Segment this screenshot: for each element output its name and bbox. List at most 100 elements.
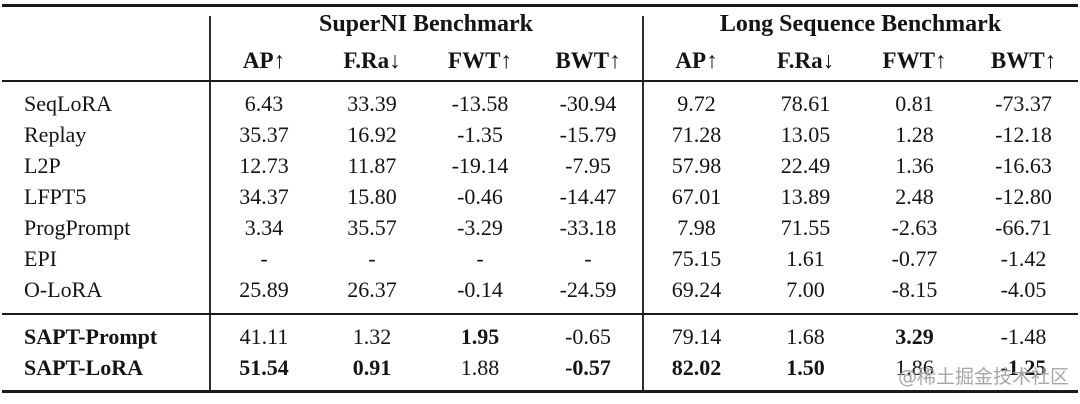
- method-name: ProgPrompt: [24, 214, 131, 240]
- table-row: L2P 12.73 11.87 -19.14 -7.95 57.98 22.49…: [0, 150, 1080, 181]
- table-row: O-LoRA 25.89 26.37 -0.14 -24.59 69.24 7.…: [0, 274, 1080, 305]
- metric-value: 71.28: [671, 121, 722, 147]
- vertical-divider: [642, 82, 644, 313]
- metric-value: 1.61: [786, 245, 825, 271]
- metric-value: -16.63: [995, 152, 1052, 178]
- column-header-fra: F.Ra↓: [343, 47, 401, 73]
- table-row: SAPT-Prompt 41.11 1.32 1.95 -0.65 79.14 …: [0, 321, 1080, 352]
- metric-value: 67.01: [671, 183, 722, 209]
- method-name: SeqLoRA: [24, 90, 112, 116]
- metric-value: -1.48: [1000, 323, 1047, 349]
- metric-value: 41.11: [239, 323, 289, 349]
- metric-value: 1.68: [786, 323, 825, 349]
- metric-value-best: 1.50: [786, 354, 825, 380]
- method-name: EPI: [24, 245, 57, 271]
- metric-value: -15.79: [559, 121, 617, 147]
- metric-value: 1.88: [460, 354, 500, 380]
- metric-value: -: [368, 245, 376, 271]
- metric-value: -0.14: [457, 276, 503, 302]
- metric-value: -0.77: [891, 245, 938, 271]
- header-divider-rule: [2, 80, 1078, 82]
- method-name: SAPT-LoRA: [24, 354, 143, 380]
- metric-value: 12.73: [239, 152, 289, 178]
- method-name: O-LoRA: [24, 276, 103, 302]
- table-top-rule: [2, 4, 1078, 7]
- metric-value: 2.48: [895, 183, 934, 209]
- metric-value: 33.39: [347, 90, 397, 116]
- metric-value: -14.47: [559, 183, 617, 209]
- metric-value: 1.86: [895, 354, 934, 380]
- column-header-fwt: FWT↑: [448, 47, 512, 73]
- metric-value: -1.42: [1000, 245, 1047, 271]
- column-header-fwt: FWT↑: [882, 47, 947, 73]
- metric-value: 34.37: [239, 183, 289, 209]
- metric-value: -12.18: [995, 121, 1052, 147]
- metric-value: -13.58: [451, 90, 509, 116]
- metric-value-best: 1.95: [460, 323, 500, 349]
- metric-value: -73.37: [995, 90, 1052, 116]
- metric-value: 6.43: [244, 90, 284, 116]
- group-header-long-sequence: Long Sequence Benchmark: [719, 10, 1002, 37]
- metric-value: 57.98: [671, 152, 722, 178]
- table-row: SAPT-LoRA 51.54 0.91 1.88 -0.57 82.02 1.…: [0, 352, 1080, 383]
- metric-value: 7.98: [677, 214, 716, 240]
- column-header-ap: AP↑: [242, 47, 286, 73]
- metric-header-row: AP↑ F.Ra↓ FWT↑ BWT↑ AP↑ F.Ra↓ FWT↑ BWT↑: [0, 41, 1080, 80]
- metric-value: 1.32: [352, 323, 392, 349]
- metric-value: -4.05: [1000, 276, 1047, 302]
- vertical-divider: [209, 82, 211, 313]
- column-header-ap: AP↑: [675, 47, 718, 73]
- group-header-row: SuperNI Benchmark Long Sequence Benchmar…: [0, 7, 1080, 41]
- table-row: ProgPrompt 3.34 35.57 -3.29 -33.18 7.98 …: [0, 212, 1080, 243]
- method-name: Replay: [24, 121, 87, 147]
- metric-value: 7.00: [786, 276, 825, 302]
- site-watermark: @稀土掘金技术社区: [898, 366, 1070, 388]
- metric-value: -0.65: [565, 323, 611, 349]
- metric-value: 22.49: [780, 152, 831, 178]
- method-name: SAPT-Prompt: [24, 323, 158, 349]
- table-row: Replay 35.37 16.92 -1.35 -15.79 71.28 13…: [0, 119, 1080, 150]
- table-row: EPI - - - - 75.15 1.61 -0.77 -1.42: [0, 243, 1080, 274]
- metric-value: 1.28: [895, 121, 934, 147]
- vertical-divider: [642, 16, 644, 80]
- baseline-rows-section: SeqLoRA 6.43 33.39 -13.58 -30.94 9.72 78…: [0, 82, 1080, 313]
- metric-value: 13.05: [780, 121, 831, 147]
- group-header-superni: SuperNI Benchmark: [318, 10, 534, 37]
- metric-value-best: 51.54: [239, 354, 289, 380]
- metric-value: 35.37: [239, 121, 289, 147]
- metric-value-best: -0.57: [565, 354, 611, 380]
- metric-value: -: [476, 245, 484, 271]
- metric-value: -33.18: [559, 214, 617, 240]
- metric-value-best: 0.91: [352, 354, 392, 380]
- table-row: SeqLoRA 6.43 33.39 -13.58 -30.94 9.72 78…: [0, 88, 1080, 119]
- metric-value: -2.63: [891, 214, 938, 240]
- metric-value: -: [584, 245, 592, 271]
- vertical-divider: [642, 315, 644, 390]
- metric-value: -7.95: [565, 152, 611, 178]
- metric-value: 0.81: [895, 90, 934, 116]
- metric-value: 3.34: [244, 214, 284, 240]
- section-divider-rule: [2, 313, 1078, 315]
- metric-value: 1.36: [895, 152, 934, 178]
- metric-value: 13.89: [780, 183, 831, 209]
- column-header-bwt: BWT↑: [990, 47, 1057, 73]
- vertical-divider: [209, 315, 211, 390]
- table-row: LFPT5 34.37 15.80 -0.46 -14.47 67.01 13.…: [0, 181, 1080, 212]
- metric-value: 75.15: [671, 245, 722, 271]
- metric-value: -19.14: [451, 152, 509, 178]
- metric-value-best: -1.25: [1000, 354, 1047, 380]
- metric-value: 15.80: [347, 183, 397, 209]
- metric-value: -: [260, 245, 268, 271]
- vertical-divider: [209, 16, 211, 80]
- metric-value: 79.14: [671, 323, 722, 349]
- metric-value: 26.37: [347, 276, 397, 302]
- metric-value: -0.46: [457, 183, 503, 209]
- metric-value: 69.24: [671, 276, 722, 302]
- method-name: L2P: [24, 152, 61, 178]
- metric-value: -24.59: [559, 276, 617, 302]
- column-header-bwt: BWT↑: [555, 47, 621, 73]
- metric-value: -30.94: [559, 90, 617, 116]
- metric-value: -1.35: [457, 121, 503, 147]
- metric-value-best: 82.02: [671, 354, 722, 380]
